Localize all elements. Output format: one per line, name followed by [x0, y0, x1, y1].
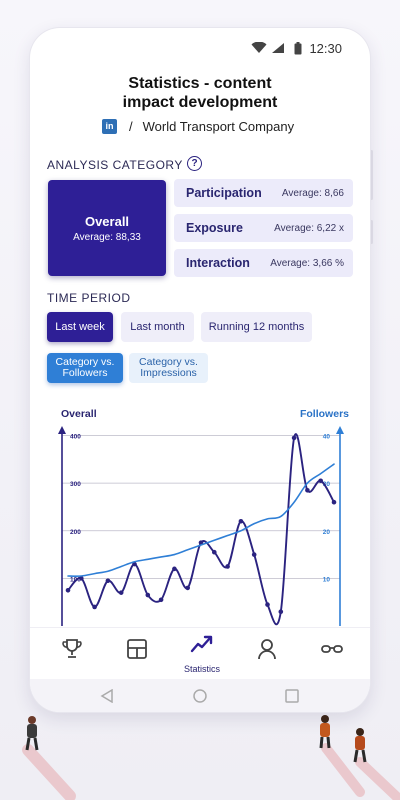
- phone-power-button: [370, 220, 373, 244]
- wifi-icon: [251, 42, 267, 53]
- metric-title: Exposure: [186, 221, 243, 235]
- nav-insights[interactable]: [312, 638, 352, 678]
- data-point: [251, 552, 257, 557]
- battery-icon: [294, 42, 302, 55]
- analysis-category-label: ANALYSIS CATEGORY: [47, 158, 183, 172]
- trophy-icon: [62, 639, 82, 658]
- button-line: Category vs.: [55, 356, 115, 368]
- overall-category-card[interactable]: Overall Average: 88,33: [48, 180, 166, 276]
- help-icon[interactable]: ?: [187, 156, 202, 171]
- data-point: [79, 576, 84, 581]
- data-point: [172, 566, 177, 572]
- data-point: [65, 587, 71, 593]
- company-breadcrumb: in / World Transport Company: [102, 117, 294, 135]
- series-line-followers: [67, 463, 335, 577]
- page-title-line-2: impact development: [122, 94, 278, 111]
- left-tick-label: 200: [70, 529, 81, 536]
- person-illustration-right: [319, 715, 400, 800]
- period-last-month-button[interactable]: Last month: [121, 312, 194, 342]
- metric-title: Interaction: [186, 256, 250, 270]
- grid-icon: [127, 639, 147, 659]
- page-title-line-1: Statistics - content: [128, 75, 272, 92]
- data-point: [105, 578, 111, 584]
- system-navigation-bar: [30, 679, 370, 712]
- data-point: [291, 435, 297, 441]
- participation-card[interactable]: Participation Average: 8,66: [174, 179, 353, 207]
- signal-icon: [272, 43, 284, 53]
- chart-left-axis-label: Overall: [61, 408, 97, 420]
- nav-profile[interactable]: [247, 638, 287, 678]
- metric-title: Participation: [186, 186, 262, 200]
- nav-trophy[interactable]: [52, 638, 92, 678]
- data-point: [265, 602, 270, 607]
- data-point: [158, 597, 164, 603]
- exposure-card[interactable]: Exposure Average: 6,22 x: [174, 214, 353, 242]
- overall-card-title: Overall: [84, 214, 130, 229]
- data-point: [132, 561, 137, 567]
- data-point: [225, 564, 230, 569]
- button-line: Category vs.: [139, 356, 198, 368]
- chart-right-axis-label: Followers: [299, 408, 349, 420]
- right-tick-label: 30: [323, 481, 331, 488]
- linkedin-icon: in: [102, 118, 117, 134]
- metric-average: Average: 3,66 %: [270, 258, 344, 269]
- phone-screen: 12:30 Statistics - content impact develo…: [30, 28, 370, 712]
- category-vs-followers-button[interactable]: Category vs. Followers: [47, 353, 123, 383]
- data-point: [212, 549, 217, 555]
- nav-statistics-label: Statistics: [183, 664, 220, 674]
- data-point: [145, 592, 151, 598]
- recents-icon[interactable]: [285, 689, 299, 703]
- left-tick-label: 300: [70, 481, 81, 488]
- data-point: [278, 609, 284, 615]
- nav-dashboard[interactable]: [117, 638, 157, 678]
- data-point: [305, 487, 310, 493]
- profile-icon: [258, 639, 276, 660]
- time-period-label: TIME PERIOD: [47, 291, 131, 305]
- status-bar: 12:30: [30, 40, 370, 60]
- data-point: [92, 604, 97, 610]
- breadcrumb-separator: /: [129, 118, 133, 134]
- status-time: 12:30: [309, 41, 342, 56]
- metric-average: Average: 6,22 x: [274, 223, 344, 234]
- button-line: Followers: [62, 367, 108, 379]
- data-point: [318, 478, 324, 484]
- data-point: [238, 518, 244, 524]
- data-point: [118, 590, 124, 595]
- right-axis-arrow: [336, 426, 344, 434]
- back-icon[interactable]: [100, 689, 114, 703]
- glasses-icon: [321, 645, 343, 653]
- company-name: World Transport Company: [142, 118, 295, 134]
- page-title: Statistics - content impact development: [30, 74, 370, 112]
- left-axis-arrow: [58, 426, 66, 434]
- data-point: [185, 585, 190, 591]
- left-tick-label: 400: [70, 434, 81, 441]
- right-tick-label: 10: [323, 576, 331, 583]
- category-vs-impressions-button[interactable]: Category vs. Impressions: [129, 353, 208, 383]
- right-tick-label: 40: [323, 434, 331, 441]
- home-icon[interactable]: [193, 689, 207, 703]
- button-line: Impressions: [140, 367, 197, 379]
- trend-icon: [190, 635, 213, 653]
- series-line-overall: [67, 433, 335, 626]
- interaction-card[interactable]: Interaction Average: 3,66 %: [174, 249, 353, 277]
- data-point: [331, 499, 337, 505]
- period-running-12-months-button[interactable]: Running 12 months: [201, 312, 312, 342]
- metric-average: Average: 8,66: [281, 188, 344, 199]
- overall-card-average: Average: 88,33: [73, 232, 141, 243]
- nav-statistics[interactable]: Statistics: [182, 635, 222, 678]
- period-last-week-button[interactable]: Last week: [47, 312, 113, 342]
- person-illustration-left: [22, 716, 76, 800]
- bottom-navigation: Statistics: [30, 627, 370, 680]
- phone-volume-button: [370, 150, 373, 200]
- right-tick-label: 20: [323, 529, 331, 536]
